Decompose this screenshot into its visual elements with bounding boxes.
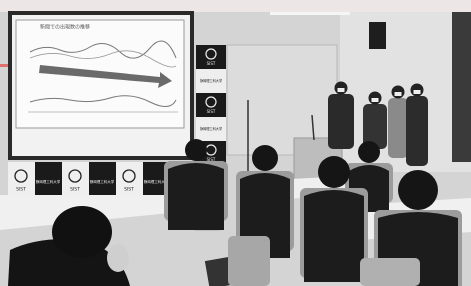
banner-name: 静岡理工科大学 bbox=[90, 179, 115, 184]
speaker bbox=[369, 22, 386, 49]
foreground-hand bbox=[107, 244, 129, 272]
person-body bbox=[328, 94, 354, 149]
person-head bbox=[252, 145, 278, 171]
banner-cell bbox=[8, 162, 35, 198]
person-head bbox=[398, 170, 438, 210]
banner-logo: SIST bbox=[207, 61, 216, 66]
face-mask bbox=[414, 90, 421, 94]
person-head bbox=[318, 156, 350, 188]
person-body bbox=[388, 98, 408, 158]
foreground-head bbox=[52, 206, 112, 258]
face-mask bbox=[372, 98, 379, 102]
banner-logo: SIST bbox=[70, 187, 80, 193]
person-back bbox=[304, 190, 364, 282]
banner-cell bbox=[62, 162, 89, 198]
curtain bbox=[452, 12, 471, 162]
face-mask bbox=[338, 88, 345, 92]
face-mask bbox=[395, 92, 402, 96]
photo-scene: 新聞での出現数の推移 SIST 静岡理工科大学 SIST 静岡理工科大学 SIST 静岡理工… bbox=[0, 0, 471, 286]
banner-logo: SIST bbox=[16, 187, 26, 193]
banner-name: 静岡理工科大学 bbox=[36, 179, 61, 184]
banner-logo: SIST bbox=[124, 187, 134, 193]
banner-name: 静岡理工科大学 bbox=[200, 126, 222, 131]
person-head bbox=[185, 139, 207, 161]
banner-name: 静岡理工科大学 bbox=[200, 78, 222, 83]
slide-title: 新聞での出現数の推移 bbox=[40, 24, 90, 31]
person-body bbox=[406, 96, 428, 166]
person-head bbox=[358, 141, 380, 163]
ceiling-light bbox=[270, 12, 350, 15]
ceiling-strip bbox=[0, 0, 471, 12]
banner-logo: SIST bbox=[207, 109, 216, 114]
banner-cell bbox=[116, 162, 143, 198]
floor-chair bbox=[228, 236, 270, 286]
person-back bbox=[168, 163, 224, 230]
floor-chair bbox=[360, 258, 420, 286]
